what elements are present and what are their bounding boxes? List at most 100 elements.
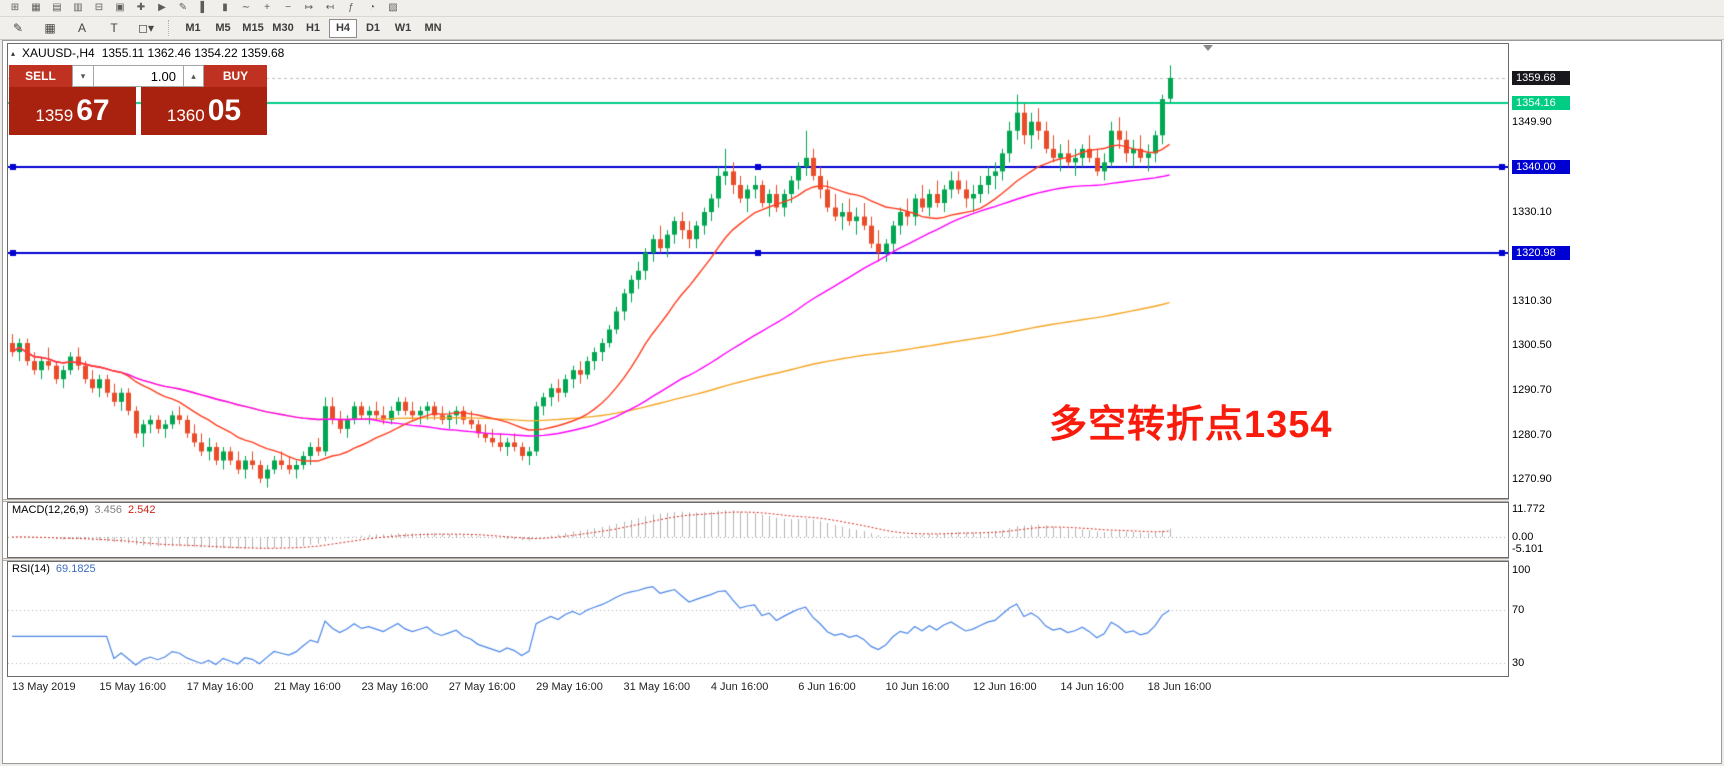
indicators-icon[interactable]: ƒ bbox=[342, 1, 360, 15]
timeframe-m1-button[interactable]: M1 bbox=[185, 22, 201, 34]
rsi-indicator-label: RSI(14) 69.1825 bbox=[12, 563, 96, 575]
toolbar-icon-glyph: + bbox=[264, 2, 270, 13]
chart-text-annotation[interactable]: 多空转折点1354 bbox=[1049, 404, 1333, 446]
toolbar-icon-glyph: ▣ bbox=[115, 2, 125, 13]
price-axis-label: 1270.90 bbox=[1512, 473, 1552, 486]
time-axis-label: 23 May 16:00 bbox=[361, 681, 429, 693]
sell-price-main: 1359 bbox=[35, 105, 74, 125]
toolbar-icon-glyph: ∼ bbox=[241, 2, 251, 13]
toolbar-icon-glyph: ▧ bbox=[388, 2, 398, 13]
new-order-icon[interactable]: ✚ bbox=[132, 1, 150, 15]
terminal-icon[interactable]: ▣ bbox=[111, 1, 129, 15]
toolbar-icon-glyph: ✎ bbox=[178, 2, 188, 13]
sell-price-display[interactable]: 1359 67 bbox=[9, 87, 136, 135]
rsi-axis-label: 30 bbox=[1512, 656, 1525, 669]
time-axis-label: 21 May 16:00 bbox=[274, 681, 341, 693]
chart-ohlc-values: 1355.11 1362.46 1354.22 1359.68 bbox=[101, 46, 285, 60]
chart-shift-marker-icon[interactable] bbox=[1203, 45, 1213, 51]
macd-main-value: 3.456 bbox=[94, 504, 122, 516]
text-icon[interactable]: A bbox=[70, 19, 94, 37]
buy-price-display[interactable]: 1360 05 bbox=[141, 87, 267, 135]
rsi-canvas[interactable] bbox=[8, 562, 1508, 676]
time-axis-label: 15 May 16:00 bbox=[99, 681, 167, 693]
chart-toolbar: ✎ ▦ A T ◻▾ M1 M5 M15 M30 H1 H4 D1 W1 MN bbox=[0, 17, 1724, 40]
new-chart-icon[interactable]: ⊞ bbox=[6, 1, 24, 15]
time-axis-label: 14 Jun 16:00 bbox=[1060, 681, 1124, 693]
line-chart-icon[interactable]: ∼ bbox=[237, 1, 255, 15]
timeframe-h4-button[interactable]: H4 bbox=[329, 18, 357, 38]
timeframes-group: M1 M5 M15 M30 H1 H4 D1 W1 MN bbox=[179, 18, 447, 38]
chart-symbol-period: XAUUSD-,H4 bbox=[22, 46, 95, 60]
timeframe-w1-button[interactable]: W1 bbox=[394, 22, 412, 34]
macd-axis-label: 11.772 bbox=[1512, 503, 1545, 515]
macd-axis-label: 0.00 bbox=[1512, 531, 1534, 544]
macd-axis-label: -5.101 bbox=[1512, 543, 1544, 556]
time-axis-label: 27 May 16:00 bbox=[448, 681, 516, 693]
buy-price-main: 1360 bbox=[166, 105, 205, 125]
macd-signal-value: 2.542 bbox=[127, 504, 156, 516]
zoom-out-icon[interactable]: − bbox=[279, 1, 297, 15]
sell-button[interactable]: SELL bbox=[9, 65, 72, 87]
rsi-axis-label: 100 bbox=[1512, 563, 1531, 576]
main-toolbar: ⊞ ▦ ▤ ▥ ⊟ ▣ ✚ ▶ ✎ ▌ ▮ ∼ + − ↦ ↤ bbox=[0, 0, 1724, 17]
zoom-in-icon[interactable]: + bbox=[258, 1, 276, 15]
timeframe-m15-button[interactable]: M15 bbox=[242, 22, 264, 34]
tool-icon-glyph: T bbox=[110, 21, 118, 35]
buy-button[interactable]: BUY bbox=[204, 65, 267, 87]
chart-shift-icon[interactable]: ↤ bbox=[321, 1, 339, 15]
timeframe-m30-button[interactable]: M30 bbox=[272, 22, 294, 34]
panel-separator[interactable] bbox=[3, 558, 1509, 561]
price-axis-label: 1349.90 bbox=[1512, 116, 1552, 129]
data-window-icon[interactable]: ▥ bbox=[69, 1, 87, 15]
timeframe-m5-button[interactable]: M5 bbox=[215, 22, 231, 34]
tool-icon-glyph: A bbox=[77, 21, 86, 35]
volume-input[interactable]: 1.00 bbox=[94, 65, 184, 87]
rsi-panel bbox=[7, 561, 1509, 677]
pen-icon[interactable]: ✎ bbox=[6, 19, 30, 37]
price-axis-label: 1290.70 bbox=[1512, 383, 1552, 396]
timeframe-h1-button[interactable]: H1 bbox=[305, 22, 321, 34]
timeframe-mn-button[interactable]: MN bbox=[424, 22, 442, 34]
shapes-dropdown-icon[interactable]: ◻▾ bbox=[134, 19, 158, 37]
toolbar-icon-glyph: ✚ bbox=[136, 2, 146, 13]
toolbar-icon-glyph: ⊟ bbox=[94, 2, 104, 13]
toolbar-icon-glyph: ↦ bbox=[304, 2, 314, 13]
metaeditor-icon[interactable]: ✎ bbox=[174, 1, 192, 15]
panel-separator[interactable] bbox=[3, 499, 1509, 502]
hline-price-label: 1340.00 bbox=[1512, 159, 1570, 174]
rsi-value: 69.1825 bbox=[55, 563, 96, 575]
bar-chart-icon[interactable]: ▌ bbox=[195, 1, 213, 15]
chart-title: ▴ XAUUSD-,H4 1355.11 1362.46 1354.22 135… bbox=[11, 46, 284, 60]
toolbar-icon-glyph: ▶ bbox=[158, 2, 166, 13]
toolbar-separator bbox=[168, 20, 169, 36]
volume-dropdown[interactable]: ▾ bbox=[72, 65, 94, 87]
navigator-icon[interactable]: ⊟ bbox=[90, 1, 108, 15]
auto-scroll-icon[interactable]: ↦ bbox=[300, 1, 318, 15]
candlestick-chart-icon[interactable]: ▮ bbox=[216, 1, 234, 15]
toolbar-icon-glyph: ▤ bbox=[52, 2, 62, 13]
collapse-arrow-icon[interactable]: ▴ bbox=[11, 48, 16, 58]
rsi-axis-label: 70 bbox=[1512, 603, 1525, 616]
time-axis-label: 31 May 16:00 bbox=[623, 681, 691, 693]
volume-stepper[interactable]: ▴ bbox=[184, 65, 204, 87]
timeframe-d1-button[interactable]: D1 bbox=[365, 22, 381, 34]
time-axis-label: 29 May 16:00 bbox=[536, 681, 603, 693]
label-icon[interactable]: T bbox=[102, 19, 126, 37]
hline-price-label: 1354.16 bbox=[1512, 95, 1570, 110]
chevron-up-icon: ▴ bbox=[191, 70, 196, 81]
one-click-trading-panel: SELL ▾ 1.00 ▴ BUY 1359 67 1360 05 bbox=[9, 65, 267, 135]
chart-profiles-icon[interactable]: ▦ bbox=[27, 1, 45, 15]
tool-icon-glyph: ✎ bbox=[12, 21, 24, 35]
chart-window: ▴ XAUUSD-,H4 1355.11 1362.46 1354.22 135… bbox=[2, 40, 1722, 764]
templates-icon[interactable]: ▧ bbox=[384, 1, 402, 15]
market-watch-icon[interactable]: ▤ bbox=[48, 1, 66, 15]
rsi-name: RSI(14) bbox=[12, 563, 50, 575]
autotrading-icon[interactable]: ▶ bbox=[153, 1, 171, 15]
macd-canvas[interactable] bbox=[8, 503, 1508, 557]
grid-icon[interactable]: ▦ bbox=[38, 19, 62, 37]
tool-icon-glyph: ▦ bbox=[44, 21, 56, 35]
time-axis-label: 6 Jun 16:00 bbox=[798, 681, 856, 693]
price-axis[interactable]: 1359.68 1354.16 1349.90 1340.00 1330.10 1320.… bbox=[1509, 41, 1721, 763]
time-axis-label: 18 Jun 16:00 bbox=[1147, 681, 1212, 693]
periods-icon[interactable]: ◔ bbox=[363, 1, 381, 15]
